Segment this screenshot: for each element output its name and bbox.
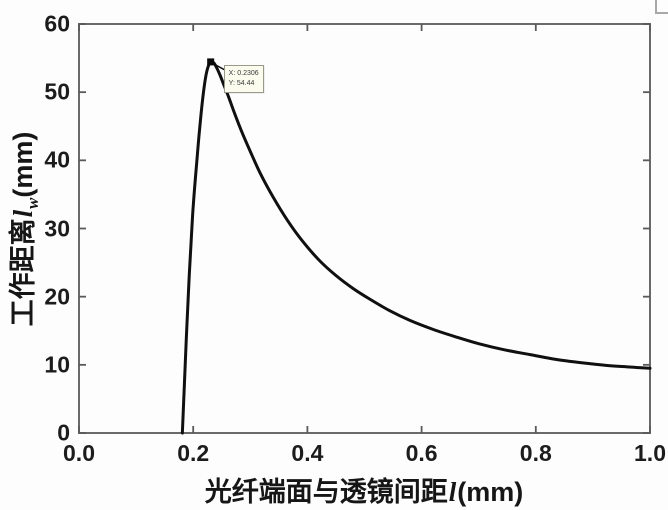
x-tick-label: 1.0: [634, 440, 666, 466]
y-axis-subscript: w: [23, 197, 43, 209]
y-tick-label: 50: [44, 78, 70, 105]
datatip-leader-line: [213, 63, 226, 71]
y-tick-label: 20: [44, 283, 70, 310]
y-axis-variable: l: [7, 209, 38, 218]
peak-marker[interactable]: [207, 58, 215, 66]
y-axis-title-text: 工作距离: [7, 218, 38, 327]
y-tick-label: 30: [44, 215, 70, 241]
plot-frame: [78, 23, 651, 434]
y-axis-title: 工作距离lw(mm): [1, 132, 43, 327]
x-tick-label: 0.8: [519, 440, 552, 466]
datatip-y-value: Y: 54.44: [228, 80, 255, 88]
x-axis-unit: (mm): [457, 477, 524, 507]
x-axis-title: 光纤端面与透镜间距l(mm): [205, 470, 524, 509]
x-tick-label: 0.6: [405, 440, 438, 466]
x-axis-variable: l: [448, 477, 457, 507]
y-axis-unit: (mm): [7, 131, 38, 198]
data-curve: [180, 60, 652, 435]
y-tick-label: 0: [57, 419, 70, 446]
y-tick-label: 40: [44, 146, 70, 173]
x-tick-label: 0.0: [63, 440, 95, 466]
axis-ticks: [78, 23, 651, 434]
datatip-x-value: X: 0.2306: [228, 69, 259, 77]
x-axis-title-text: 光纤端面与透镜间距: [204, 477, 448, 507]
window-fragment-vertical: [655, 0, 657, 13]
datatip[interactable]: X: 0.2306 Y: 54.44: [223, 64, 264, 94]
window-fragment-horizontal: [655, 12, 668, 14]
x-tick-label: 0.2: [177, 440, 210, 466]
y-tick-label: 10: [44, 351, 70, 378]
x-tick-label: 0.4: [291, 440, 324, 466]
y-tick-label: 60: [44, 10, 70, 37]
